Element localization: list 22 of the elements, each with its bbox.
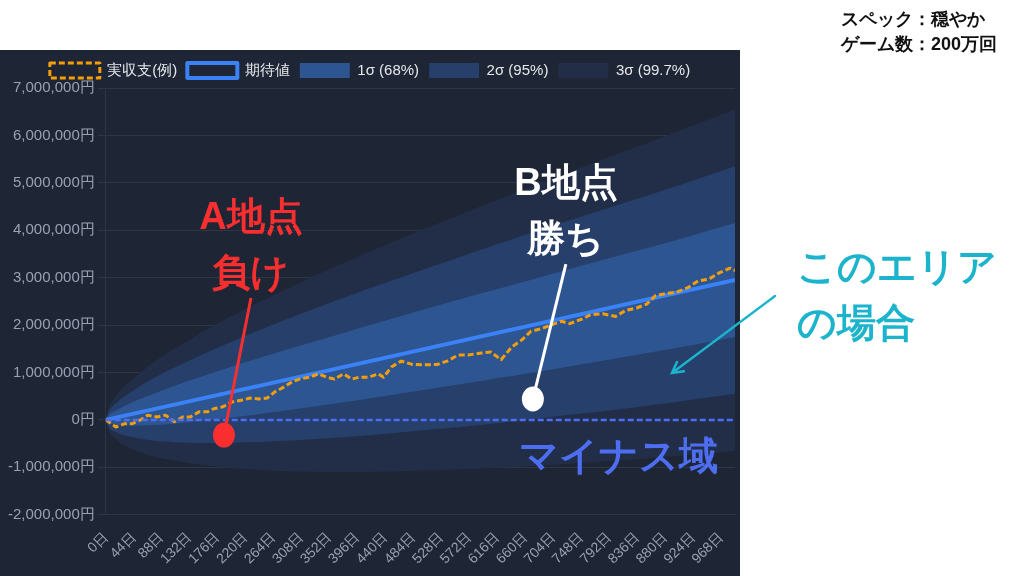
y-tick-label: 1,000,000円 xyxy=(12,362,95,380)
legend-label: 実収支(例) xyxy=(107,60,178,78)
annotation: マイナス域 xyxy=(519,433,719,477)
legend-label: 2σ (95%) xyxy=(486,60,549,78)
y-tick-label: -1,000,000円 xyxy=(7,457,95,475)
y-tick-label: 0円 xyxy=(71,410,95,428)
y-tick-label: 7,000,000円 xyxy=(12,78,95,96)
x-tick-label: 0日 xyxy=(83,528,111,556)
text: スペック：穏やか xyxy=(841,8,986,31)
legend-label: 3σ (99.7%) xyxy=(615,60,691,78)
y-tick-label: 4,000,000円 xyxy=(12,220,95,238)
legend-label: 1σ (68%) xyxy=(357,60,420,78)
y-tick-label: 3,000,000円 xyxy=(12,267,95,285)
y-tick-label: 6,000,000円 xyxy=(12,125,95,143)
y-tick-label: -2,000,000円 xyxy=(7,504,95,522)
legend-label: 期待値 xyxy=(244,60,290,78)
text: このエリアの場合 xyxy=(797,244,997,344)
y-tick-label: 2,000,000円 xyxy=(12,315,95,333)
text: ゲーム数：200万回 xyxy=(841,33,998,56)
annotation: B地点勝ち xyxy=(514,160,618,259)
y-tick-label: 5,000,000円 xyxy=(12,172,95,190)
annotation: A地点負け xyxy=(199,194,303,293)
